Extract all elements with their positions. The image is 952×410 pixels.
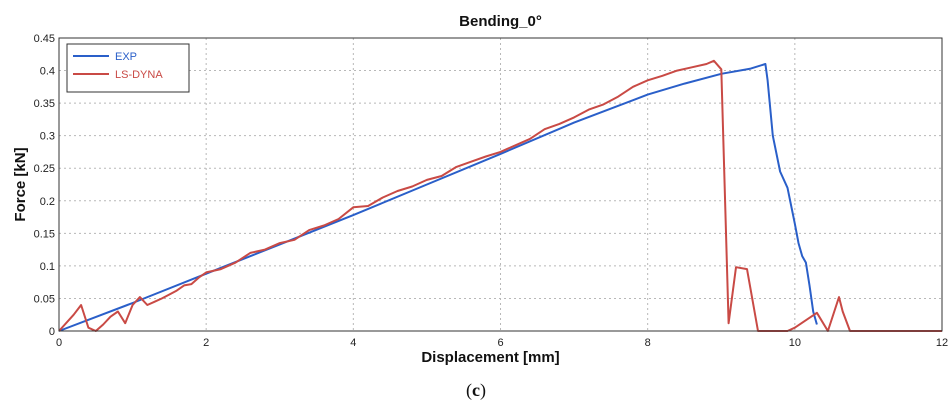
legend-box [66, 43, 190, 93]
y-tick-label: 0.35 [34, 98, 55, 110]
y-tick-label: 0.2 [40, 196, 55, 208]
y-tick-label: 0.45 [34, 33, 55, 45]
x-axis-title: Displacement [mm] [421, 349, 559, 366]
caption-open-paren: ( [466, 380, 472, 400]
tick-labels: 0 0.05 0.1 0.15 0.2 0.25 0.3 0.35 0.4 0.45 0 2 4 6 8 10… [34, 33, 949, 349]
plot-frame [58, 37, 943, 332]
y-tick-label: 0.1 [40, 261, 55, 273]
x-tick-label: 4 [350, 337, 356, 349]
grid-lines [59, 38, 942, 331]
y-tick-label: 0 [49, 326, 55, 338]
caption-close-paren: ) [480, 380, 486, 400]
x-tick-label: 2 [203, 337, 209, 349]
legend: EXP LS-DYNA [66, 43, 190, 93]
x-tick-label: 12 [936, 337, 948, 349]
legend-label: EXP [115, 51, 137, 63]
x-tick-label: 10 [789, 337, 801, 349]
chart: Bending_0° 0 0.05 0.1 0.15 0.2 0.25 0.3 0.35 0.4… [12, 13, 949, 366]
series-line-ls-dyna [58, 59, 942, 332]
y-tick-label: 0.15 [34, 228, 55, 240]
series-lines [58, 59, 942, 332]
x-tick-label: 0 [56, 337, 62, 349]
y-tick-label: 0.05 [34, 293, 55, 305]
figure-caption: (c) [0, 380, 952, 401]
y-tick-label: 0.3 [40, 131, 55, 143]
series-line-exp [58, 63, 818, 332]
x-tick-label: 6 [497, 337, 503, 349]
legend-label: LS-DYNA [115, 69, 163, 81]
y-axis-title: Force [kN] [12, 147, 29, 221]
y-tick-label: 0.25 [34, 163, 55, 175]
x-tick-label: 8 [645, 337, 651, 349]
y-tick-label: 0.4 [40, 66, 55, 78]
chart-title: Bending_0° [459, 13, 542, 30]
caption-label: c [472, 380, 480, 400]
